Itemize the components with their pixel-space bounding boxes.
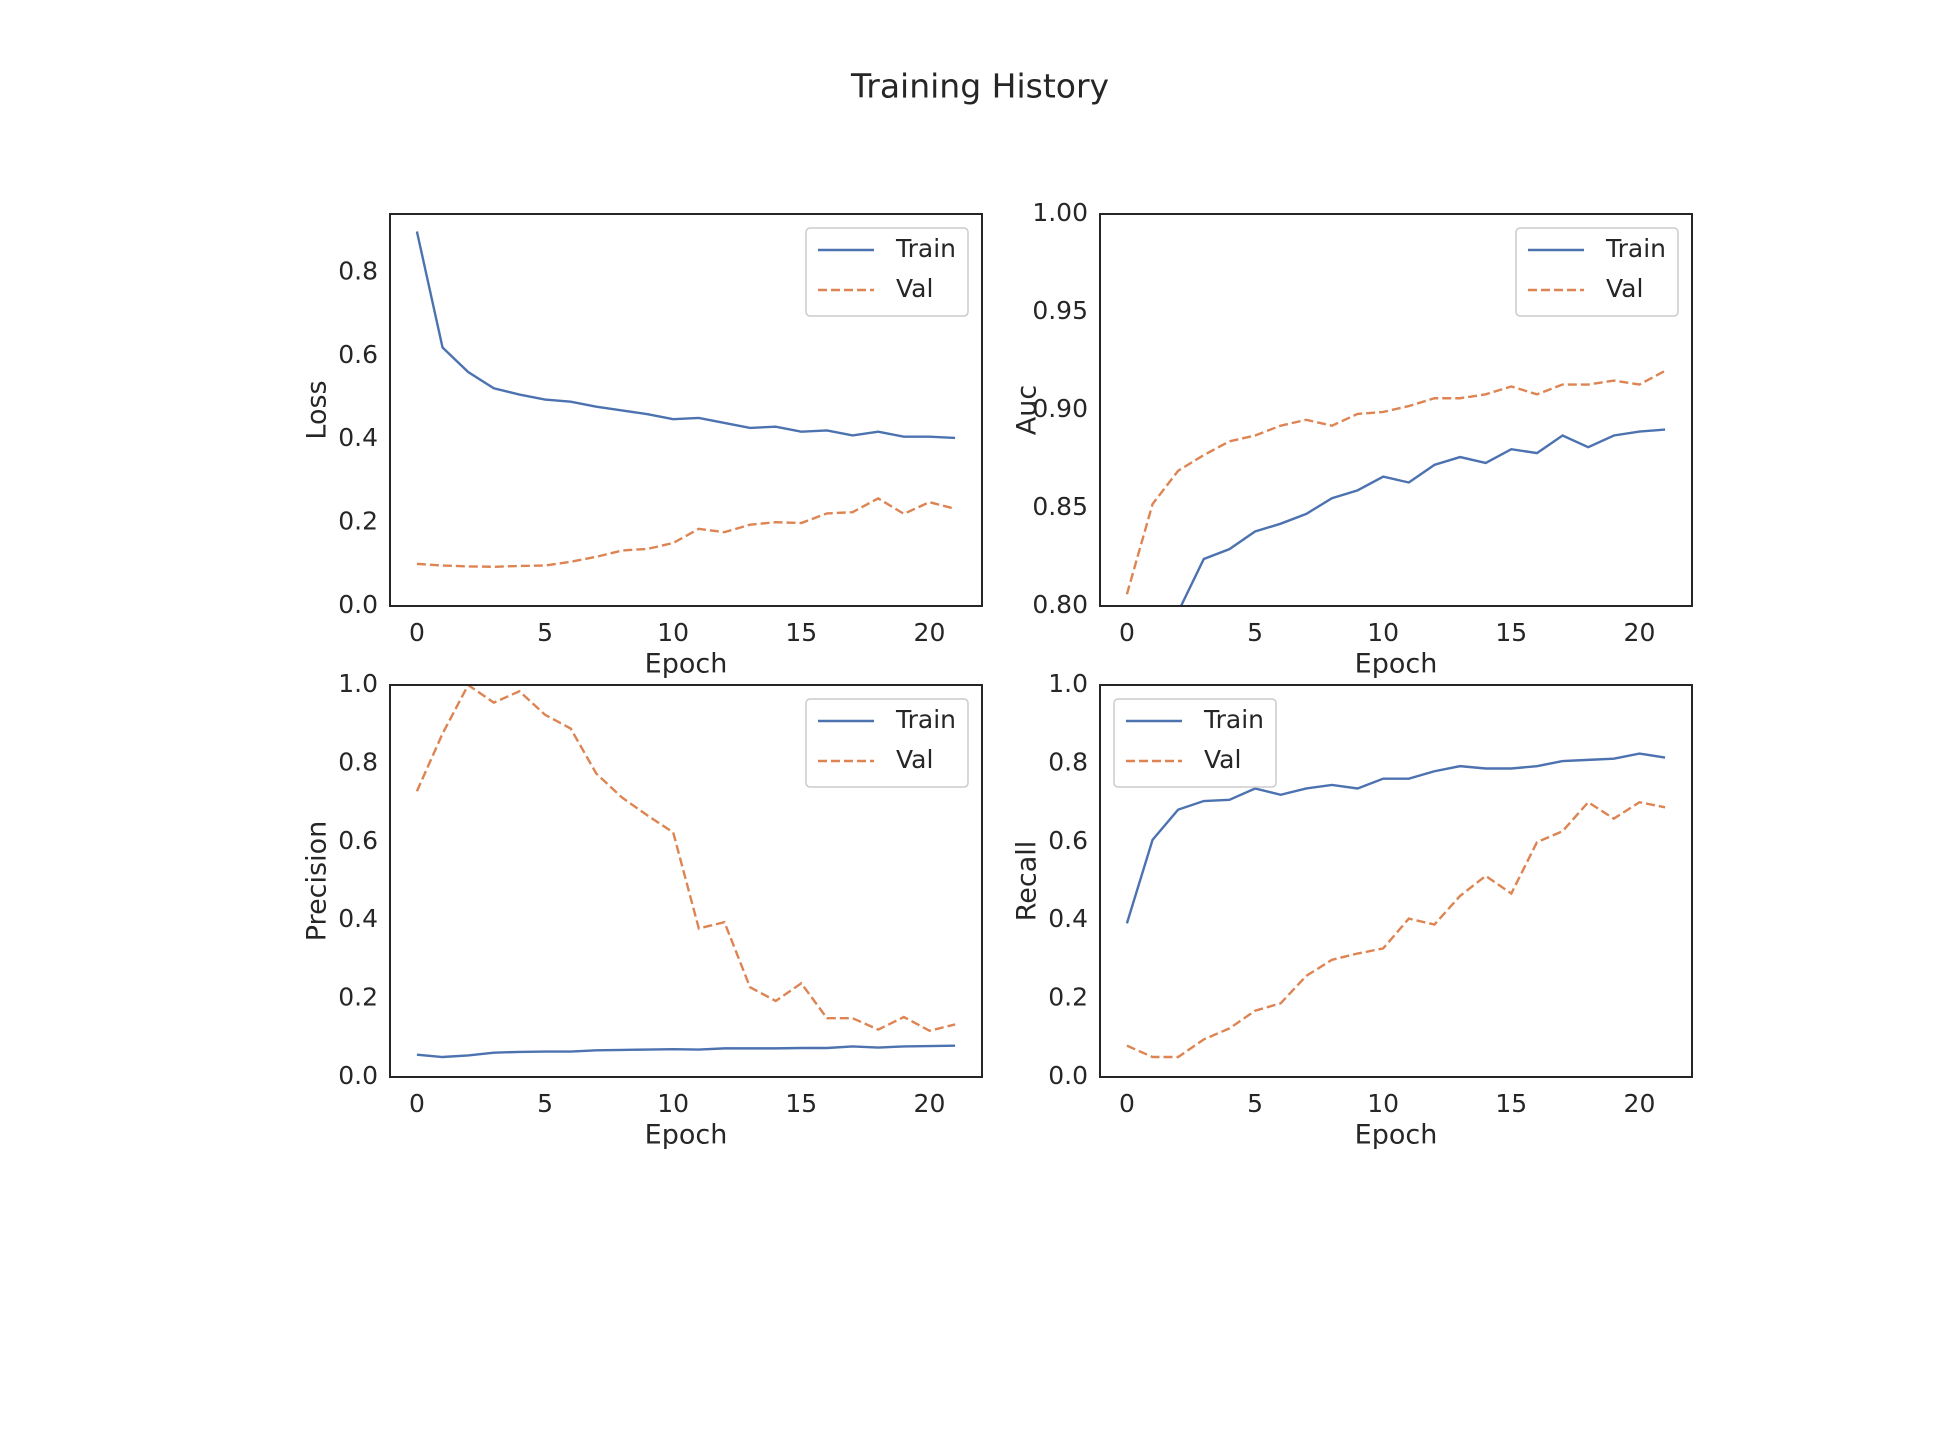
y-tick-label: 0.8 (338, 747, 378, 776)
x-tick-label: 20 (914, 618, 946, 647)
plot-area (1125, 369, 1666, 606)
y-axis-label: Precision (302, 821, 333, 941)
series-line (416, 497, 956, 569)
legend: Train Val (1113, 698, 1277, 788)
legend-label: Val (1606, 274, 1643, 303)
axes-frame (1099, 684, 1693, 1078)
series-line (415, 685, 956, 1033)
x-tick-label: 0 (409, 618, 425, 647)
y-tick-label: 1.00 (1032, 198, 1088, 227)
y-tick-label: 0.6 (338, 826, 378, 855)
x-tick-label: 10 (1367, 618, 1399, 647)
y-tick-label: 0.8 (1048, 747, 1088, 776)
y-tick-label: 0.90 (1032, 394, 1088, 423)
x-tick-label: 10 (657, 618, 689, 647)
legend-label: Val (896, 745, 933, 774)
x-tick-label: 20 (1624, 1089, 1656, 1118)
series-line (1125, 369, 1666, 595)
x-tick-label: 15 (1495, 1089, 1527, 1118)
y-axis-label: Recall (1012, 841, 1043, 922)
axes-frame (389, 684, 983, 1078)
y-tick-label: 0.80 (1032, 590, 1088, 619)
legend: Train Val (805, 227, 969, 317)
x-tick-label: 15 (785, 618, 817, 647)
series-line (415, 231, 956, 440)
series-line (1126, 800, 1666, 1059)
y-tick-label: 0.95 (1032, 296, 1088, 325)
x-tick-label: 20 (914, 1089, 946, 1118)
plot-area (415, 231, 956, 569)
x-axis-label: Epoch (645, 649, 728, 680)
x-axis-label: Epoch (645, 1120, 728, 1151)
y-tick-label: 0.0 (338, 590, 378, 619)
y-axis-label: Auc (1012, 385, 1043, 435)
y-tick-label: 1.0 (1048, 669, 1088, 698)
x-tick-label: 5 (1247, 618, 1263, 647)
x-tick-label: 5 (537, 1089, 553, 1118)
x-axis-label: Epoch (1355, 1120, 1438, 1151)
legend: Train Val (805, 698, 969, 788)
plot-area (415, 685, 956, 1059)
x-tick-label: 10 (657, 1089, 689, 1118)
legend: Train Val (1515, 227, 1679, 317)
x-tick-label: 0 (1119, 1089, 1135, 1118)
y-tick-label: 0.4 (338, 904, 378, 933)
axes-frame (389, 213, 983, 607)
y-tick-label: 0.4 (338, 423, 378, 452)
y-tick-label: 0.2 (1048, 983, 1088, 1012)
x-tick-label: 0 (409, 1089, 425, 1118)
series-line (1179, 428, 1666, 606)
y-tick-label: 1.0 (338, 669, 378, 698)
series-line (416, 1044, 956, 1059)
series-line (1125, 752, 1666, 924)
legend-label: Train (895, 234, 956, 263)
x-axis-label: Epoch (1355, 649, 1438, 680)
y-tick-label: 0.2 (338, 507, 378, 536)
x-tick-label: 15 (1495, 618, 1527, 647)
y-tick-label: 0.6 (1048, 826, 1088, 855)
legend-label: Train (895, 705, 956, 734)
x-tick-label: 0 (1119, 618, 1135, 647)
legend-label: Val (896, 274, 933, 303)
y-tick-label: 0.8 (338, 256, 378, 285)
legend-label: Train (1203, 705, 1264, 734)
x-tick-label: 15 (785, 1089, 817, 1118)
x-tick-label: 20 (1624, 618, 1656, 647)
y-tick-label: 0.6 (338, 340, 378, 369)
legend-label: Val (1204, 745, 1241, 774)
y-tick-label: 0.0 (1048, 1061, 1088, 1090)
x-tick-label: 5 (1247, 1089, 1263, 1118)
plot-area (1125, 752, 1666, 1059)
subplot: 0.0 0.2 0.4 0.6 0.8 1.0 0 5 10 15 20 Epoch Recall Tra… (1012, 669, 1693, 1151)
subplot: 0.0 0.2 0.4 0.6 0.8 0 5 10 15 20 Epoch Loss Train Val (302, 213, 983, 680)
x-tick-label: 10 (1367, 1089, 1399, 1118)
y-tick-label: 0.0 (338, 1061, 378, 1090)
subplot: 0.0 0.2 0.4 0.6 0.8 1.0 0 5 10 15 20 Epoch Precision… (302, 669, 983, 1151)
y-tick-label: 0.85 (1032, 492, 1088, 521)
axes-frame (1099, 213, 1693, 607)
y-tick-label: 0.4 (1048, 904, 1088, 933)
figure-title: Training History (850, 67, 1109, 106)
y-axis-label: Loss (302, 380, 333, 439)
y-tick-label: 0.2 (338, 983, 378, 1012)
subplot: 0.80 0.85 0.90 0.95 1.00 0 5 10 15 20 Epoch Auc Trai… (1012, 198, 1693, 680)
legend-label: Train (1605, 234, 1666, 263)
x-tick-label: 5 (537, 618, 553, 647)
